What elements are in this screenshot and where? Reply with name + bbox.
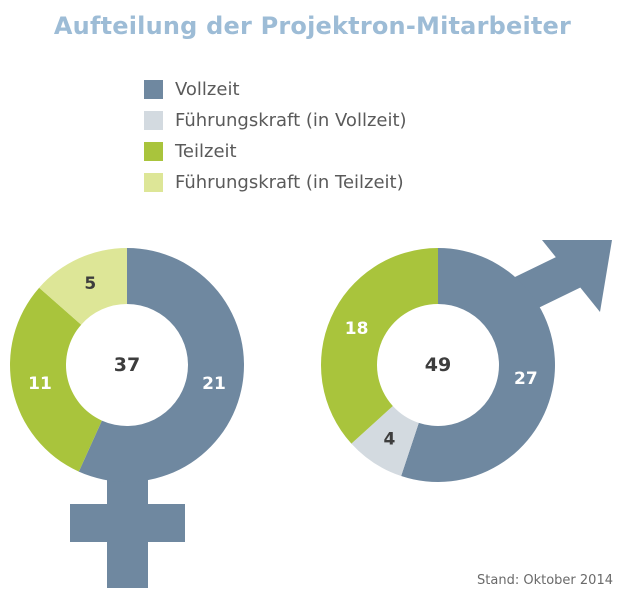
donut-female: 21 11 5 37 — [10, 248, 245, 483]
donut-total-label: 37 — [114, 354, 140, 376]
legend-label: Führungskraft (in Vollzeit) — [175, 110, 407, 131]
legend-swatch — [144, 142, 163, 161]
legend-swatch — [144, 80, 163, 99]
donut-male: 27 4 18 49 — [320, 248, 555, 482]
legend-item-fuehrung-vollzeit: Führungskraft (in Vollzeit) — [144, 105, 407, 136]
legend-label: Führungskraft (in Teilzeit) — [175, 172, 404, 193]
donut-slice — [401, 248, 555, 482]
female-symbol-icon — [70, 470, 185, 588]
slice-value-label: 21 — [202, 374, 226, 394]
legend-item-teilzeit: Teilzeit — [144, 136, 407, 167]
donut-slice — [10, 287, 102, 472]
donut-slice — [39, 248, 127, 325]
donut-total-label: 49 — [425, 354, 451, 376]
slice-value-label: 5 — [84, 274, 96, 294]
legend-label: Teilzeit — [175, 141, 237, 162]
chart-title: Aufteilung der Projektron-Mitarbeiter — [53, 12, 572, 40]
donut-slice — [351, 406, 419, 477]
slice-value-label: 4 — [384, 430, 396, 450]
legend: Vollzeit Führungskraft (in Vollzeit) Tei… — [144, 74, 407, 198]
legend-swatch — [144, 111, 163, 130]
slice-value-label: 11 — [28, 374, 52, 394]
donut-slice — [320, 248, 438, 444]
legend-item-vollzeit: Vollzeit — [144, 74, 407, 105]
legend-item-fuehrung-teilzeit: Führungskraft (in Teilzeit) — [144, 167, 407, 198]
legend-swatch — [144, 173, 163, 192]
slice-value-label: 27 — [514, 369, 538, 389]
footnote: Stand: Oktober 2014 — [477, 573, 613, 588]
donut-slice — [78, 248, 245, 483]
legend-label: Vollzeit — [175, 79, 240, 100]
slice-value-label: 18 — [345, 319, 369, 339]
